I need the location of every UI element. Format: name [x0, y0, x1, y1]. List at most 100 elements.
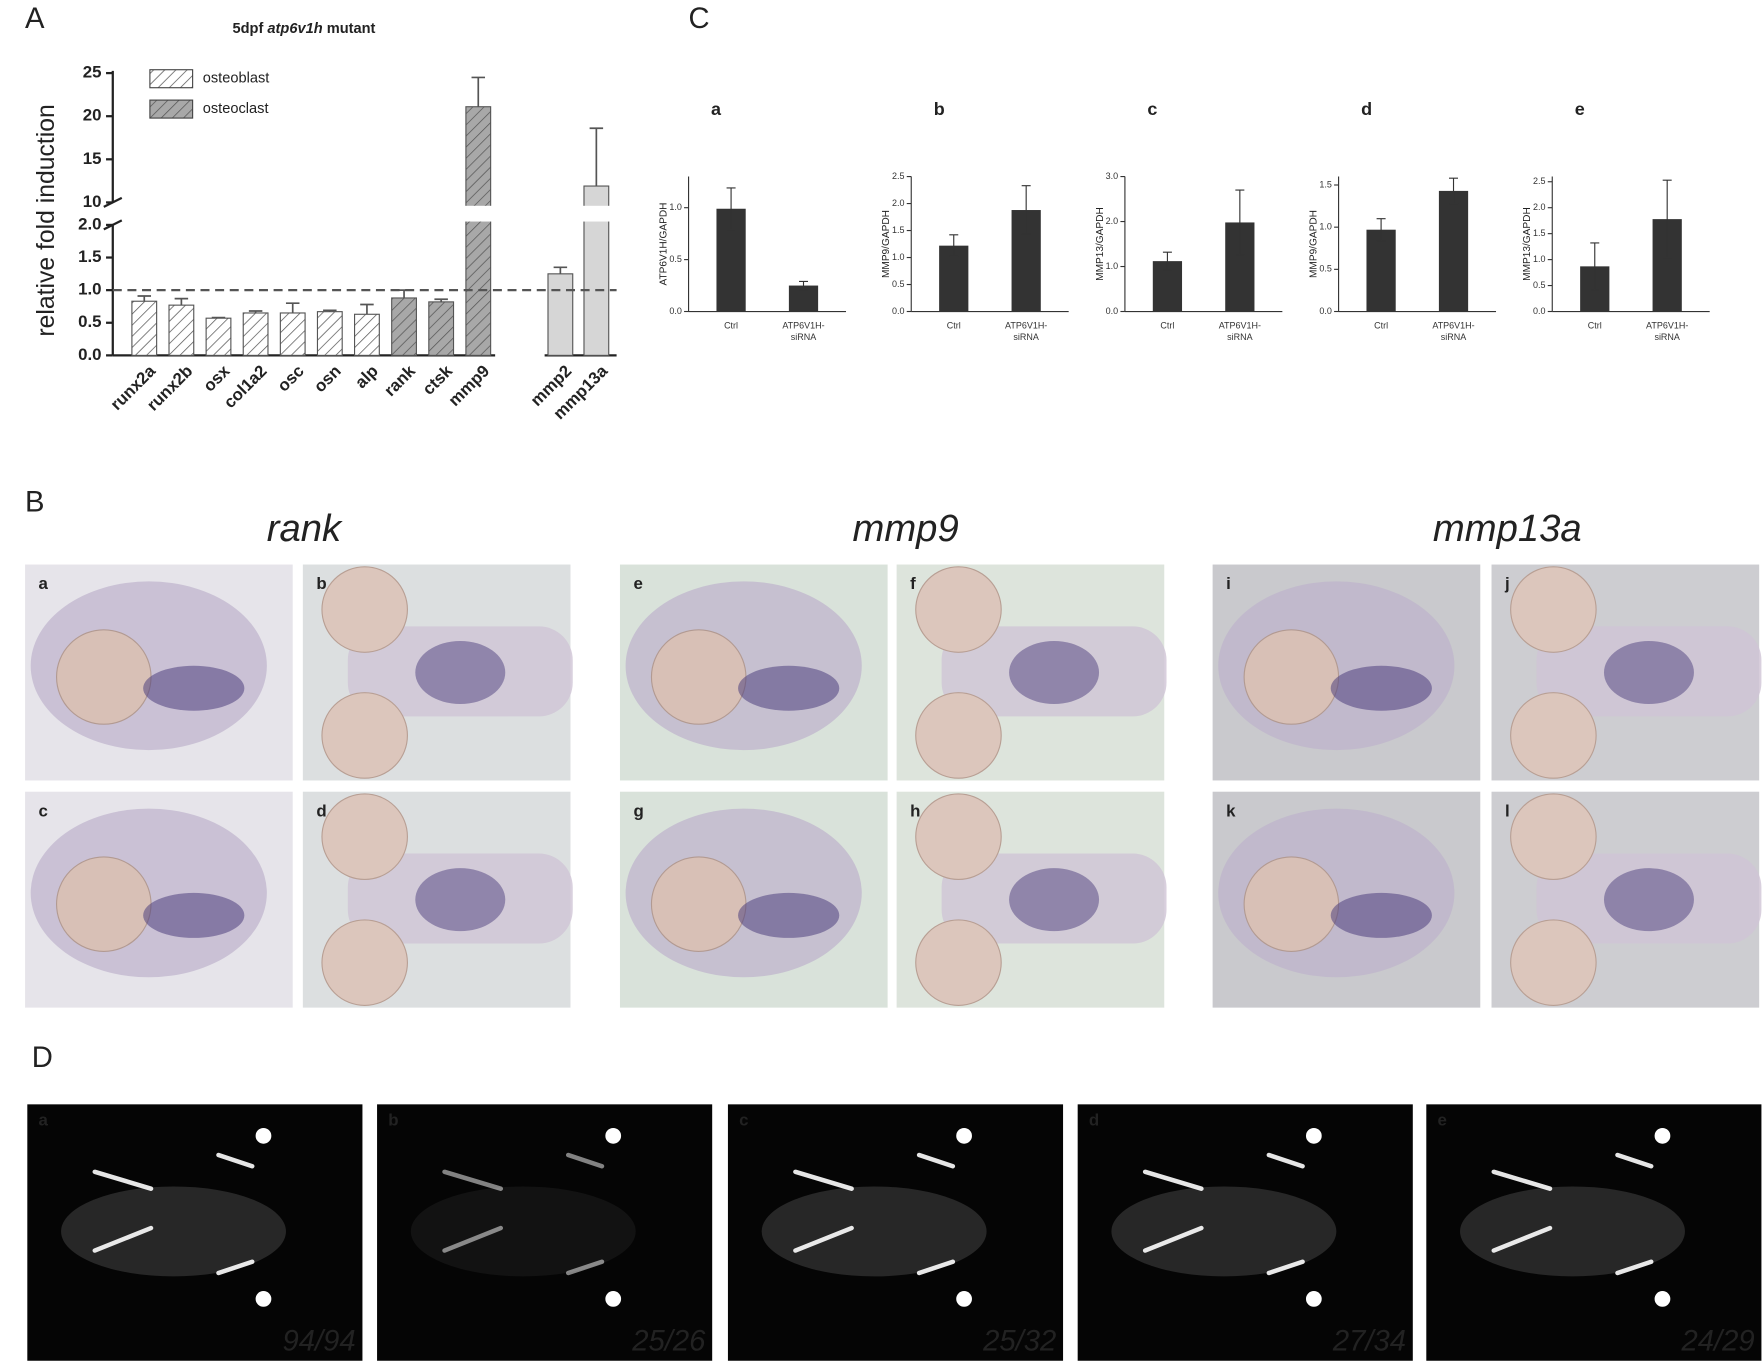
- y-axis-label: MMP13/GAPDH: [1095, 207, 1106, 281]
- bone: [956, 1127, 972, 1144]
- panel-title: mmp9: [853, 507, 959, 550]
- bar: [242, 312, 269, 356]
- y-tick-label: 0.0: [78, 345, 101, 364]
- image-label: b: [316, 574, 326, 593]
- error-bar: [1590, 242, 1600, 291]
- bone: [442, 1225, 504, 1253]
- error-bar: [323, 309, 337, 312]
- y-axis-label: MMP9/GAPDH: [881, 210, 892, 278]
- chart-title: e: [1575, 99, 1585, 119]
- error-bar: [248, 310, 263, 313]
- eye: [321, 793, 408, 880]
- chart-title: a: [711, 99, 722, 119]
- image-label: c: [39, 801, 48, 820]
- y-tick-label: 2.5: [1533, 176, 1546, 186]
- chart-title: b: [934, 99, 945, 119]
- stain: [738, 892, 840, 938]
- y-tick-label: 15: [83, 149, 102, 168]
- y-tick-label: 1.0: [78, 280, 101, 299]
- legend-swatch: [149, 69, 194, 89]
- y-tick-label: 0.0: [892, 306, 905, 316]
- error-bar: [589, 127, 604, 187]
- image-label: l: [1505, 801, 1510, 820]
- bone: [1266, 1152, 1305, 1169]
- legend-label: osteoclast: [203, 101, 269, 117]
- photo: [727, 1104, 1064, 1361]
- y-tick-label: 2.0: [1533, 202, 1546, 212]
- image-label: e: [1438, 1111, 1447, 1130]
- title-part: atp6v1h: [267, 21, 322, 37]
- x-tick-label: osc: [274, 361, 308, 395]
- photo: [377, 1104, 713, 1361]
- eye: [55, 856, 152, 952]
- bone: [1142, 1225, 1204, 1253]
- y-tick-label: 1.0: [892, 252, 905, 262]
- eye: [321, 692, 408, 779]
- x-tick-label: ATP6V1H-: [1219, 321, 1261, 331]
- panel-title: rank: [267, 507, 343, 550]
- photo: [27, 1104, 363, 1361]
- bar: [465, 106, 492, 356]
- bar: [354, 313, 380, 356]
- count-label: 25/32: [982, 1325, 1056, 1357]
- error-bar: [211, 316, 226, 319]
- y-tick-label: 0.0: [1319, 306, 1332, 316]
- bone: [255, 1291, 272, 1307]
- x-tick-label: Ctrl: [1588, 321, 1602, 331]
- count-label: 27/34: [1332, 1325, 1406, 1357]
- chart-title: c: [1147, 99, 1157, 119]
- panel-label: B: [25, 487, 44, 519]
- bar-break-gap: [581, 205, 611, 222]
- legend-swatch: [149, 99, 194, 119]
- image-label: g: [633, 801, 643, 820]
- image-label: e: [633, 574, 642, 593]
- stain: [1603, 868, 1694, 932]
- eye: [1510, 919, 1597, 1006]
- y-tick-label: 3.0: [1106, 171, 1119, 181]
- y-tick-label: 2.0: [78, 214, 101, 233]
- bone: [565, 1259, 605, 1276]
- image-label: a: [39, 574, 49, 593]
- image-label: d: [1089, 1111, 1099, 1130]
- eye: [915, 566, 1002, 653]
- x-tick-label: ATP6V1H-: [1432, 321, 1474, 331]
- bar-break-gap: [463, 205, 493, 222]
- error-bar: [1021, 185, 1031, 235]
- bone: [956, 1291, 972, 1307]
- image-label: a: [39, 1111, 49, 1130]
- bone: [1266, 1259, 1305, 1276]
- bone: [793, 1169, 854, 1191]
- error-bar: [285, 302, 300, 313]
- stain: [1330, 665, 1432, 711]
- x-tick-label: rank: [380, 361, 419, 400]
- y-axis-label: relative fold induction: [33, 104, 60, 336]
- count-label: 94/94: [283, 1325, 356, 1357]
- y-tick-label: 0.0: [1106, 306, 1119, 316]
- x-tick-label: Ctrl: [947, 321, 961, 331]
- photo: [1426, 1104, 1762, 1361]
- x-tick-label: ATP6V1H-: [782, 321, 824, 331]
- y-axis-label: MMP13/GAPDH: [1522, 207, 1533, 281]
- bone: [216, 1259, 255, 1276]
- panel-title: mmp13a: [1433, 507, 1582, 550]
- y-tick-label: 0.5: [1319, 264, 1332, 274]
- eye: [55, 629, 152, 725]
- y-tick-label: 0.0: [669, 306, 682, 316]
- y-tick-label: 0.5: [892, 279, 905, 289]
- image-label: i: [1226, 574, 1231, 593]
- x-tick-label: siRNA: [1441, 332, 1466, 342]
- error-bar: [1235, 189, 1245, 256]
- x-tick-label: alp: [351, 361, 382, 392]
- bone: [92, 1225, 154, 1253]
- x-tick-label: mmp9: [445, 361, 494, 410]
- error-bar: [360, 303, 374, 315]
- bar: [279, 312, 306, 356]
- stain: [1009, 641, 1100, 704]
- bone: [1615, 1259, 1654, 1276]
- error-bar: [174, 297, 189, 306]
- bone: [793, 1225, 854, 1253]
- bar: [316, 311, 343, 356]
- image-label: k: [1226, 801, 1236, 820]
- y-tick-label: 1.0: [669, 202, 682, 212]
